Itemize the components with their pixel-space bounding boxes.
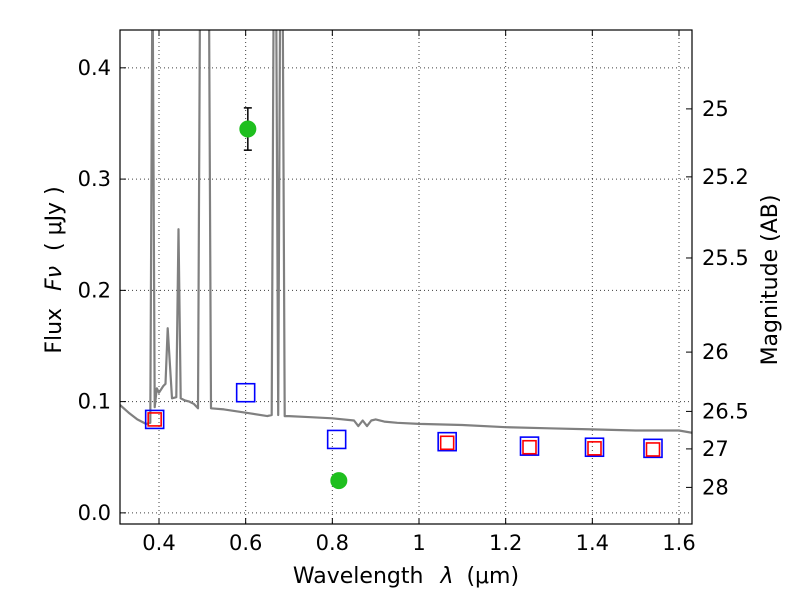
x-axis-title-unit: (μm) — [466, 564, 519, 589]
x-tick-label: 1.4 — [576, 531, 609, 555]
model-photometry-alt-marker — [522, 439, 537, 455]
model-photometry-marker — [437, 431, 457, 452]
x-axis-title: Wavelength λ (μm) — [293, 564, 519, 589]
x-axis-title-word: Wavelength — [293, 564, 424, 589]
model-photometry-marker — [584, 437, 605, 458]
x-tick-label: 0.6 — [229, 531, 262, 555]
y-tick-label: 0.1 — [78, 390, 111, 414]
y-tick-label: 0.2 — [78, 278, 111, 302]
ticks: 0.4 0.6 0.8 1 1.2 1.4 1.6 0.0 0.1 0.2 0.3 0.4 25 25.2… — [78, 30, 749, 555]
x-tick-label: 1.2 — [489, 531, 522, 555]
x-tick-label: 1.6 — [662, 531, 695, 555]
sed-model-line — [120, 30, 692, 434]
y2-tick-label: 26 — [702, 340, 729, 364]
observed-point — [330, 472, 348, 490]
model-photometry-marker — [519, 436, 540, 456]
x-axis-title-symbol: λ — [439, 564, 453, 589]
y-axis-title-symbol: Fν — [42, 266, 67, 291]
model-photometry-marker — [144, 409, 165, 430]
model-photometry-alt-marker — [587, 441, 602, 456]
plot-area — [120, 30, 692, 490]
model-photometry-marker — [326, 429, 347, 450]
y-tick-label: 0.3 — [78, 167, 111, 191]
observed-point — [239, 120, 257, 138]
grid — [120, 30, 692, 524]
y-tick-label: 0.4 — [78, 56, 111, 80]
x-tick-label: 1 — [412, 531, 425, 555]
y2-tick-label: 25.2 — [702, 165, 749, 189]
y2-tick-label: 28 — [702, 475, 729, 499]
model-photometry-alt-marker — [439, 435, 455, 451]
y2-tick-label: 25 — [702, 97, 729, 121]
y-tick-label: 0.0 — [78, 501, 111, 525]
y2-tick-label: 26.5 — [702, 399, 749, 423]
plot-frame — [119, 29, 693, 525]
model-photometry-marker — [235, 382, 256, 403]
model-photometry-alt-marker — [147, 412, 162, 427]
y-axis-title-unit: ( μJy ) — [42, 186, 67, 251]
y2-axis-title: Magnitude (AB) — [758, 195, 783, 366]
y-axis-title-word: Flux — [42, 308, 67, 354]
y-axis-title: Flux Fν ( μJy ) — [42, 186, 67, 353]
y2-tick-label: 25.5 — [702, 246, 749, 270]
model-photometry-marker — [643, 438, 663, 459]
x-tick-label: 0.4 — [142, 531, 175, 555]
y2-tick-label: 27 — [702, 437, 729, 461]
model-photometry-alt-marker — [645, 442, 661, 457]
x-tick-label: 0.8 — [316, 531, 349, 555]
